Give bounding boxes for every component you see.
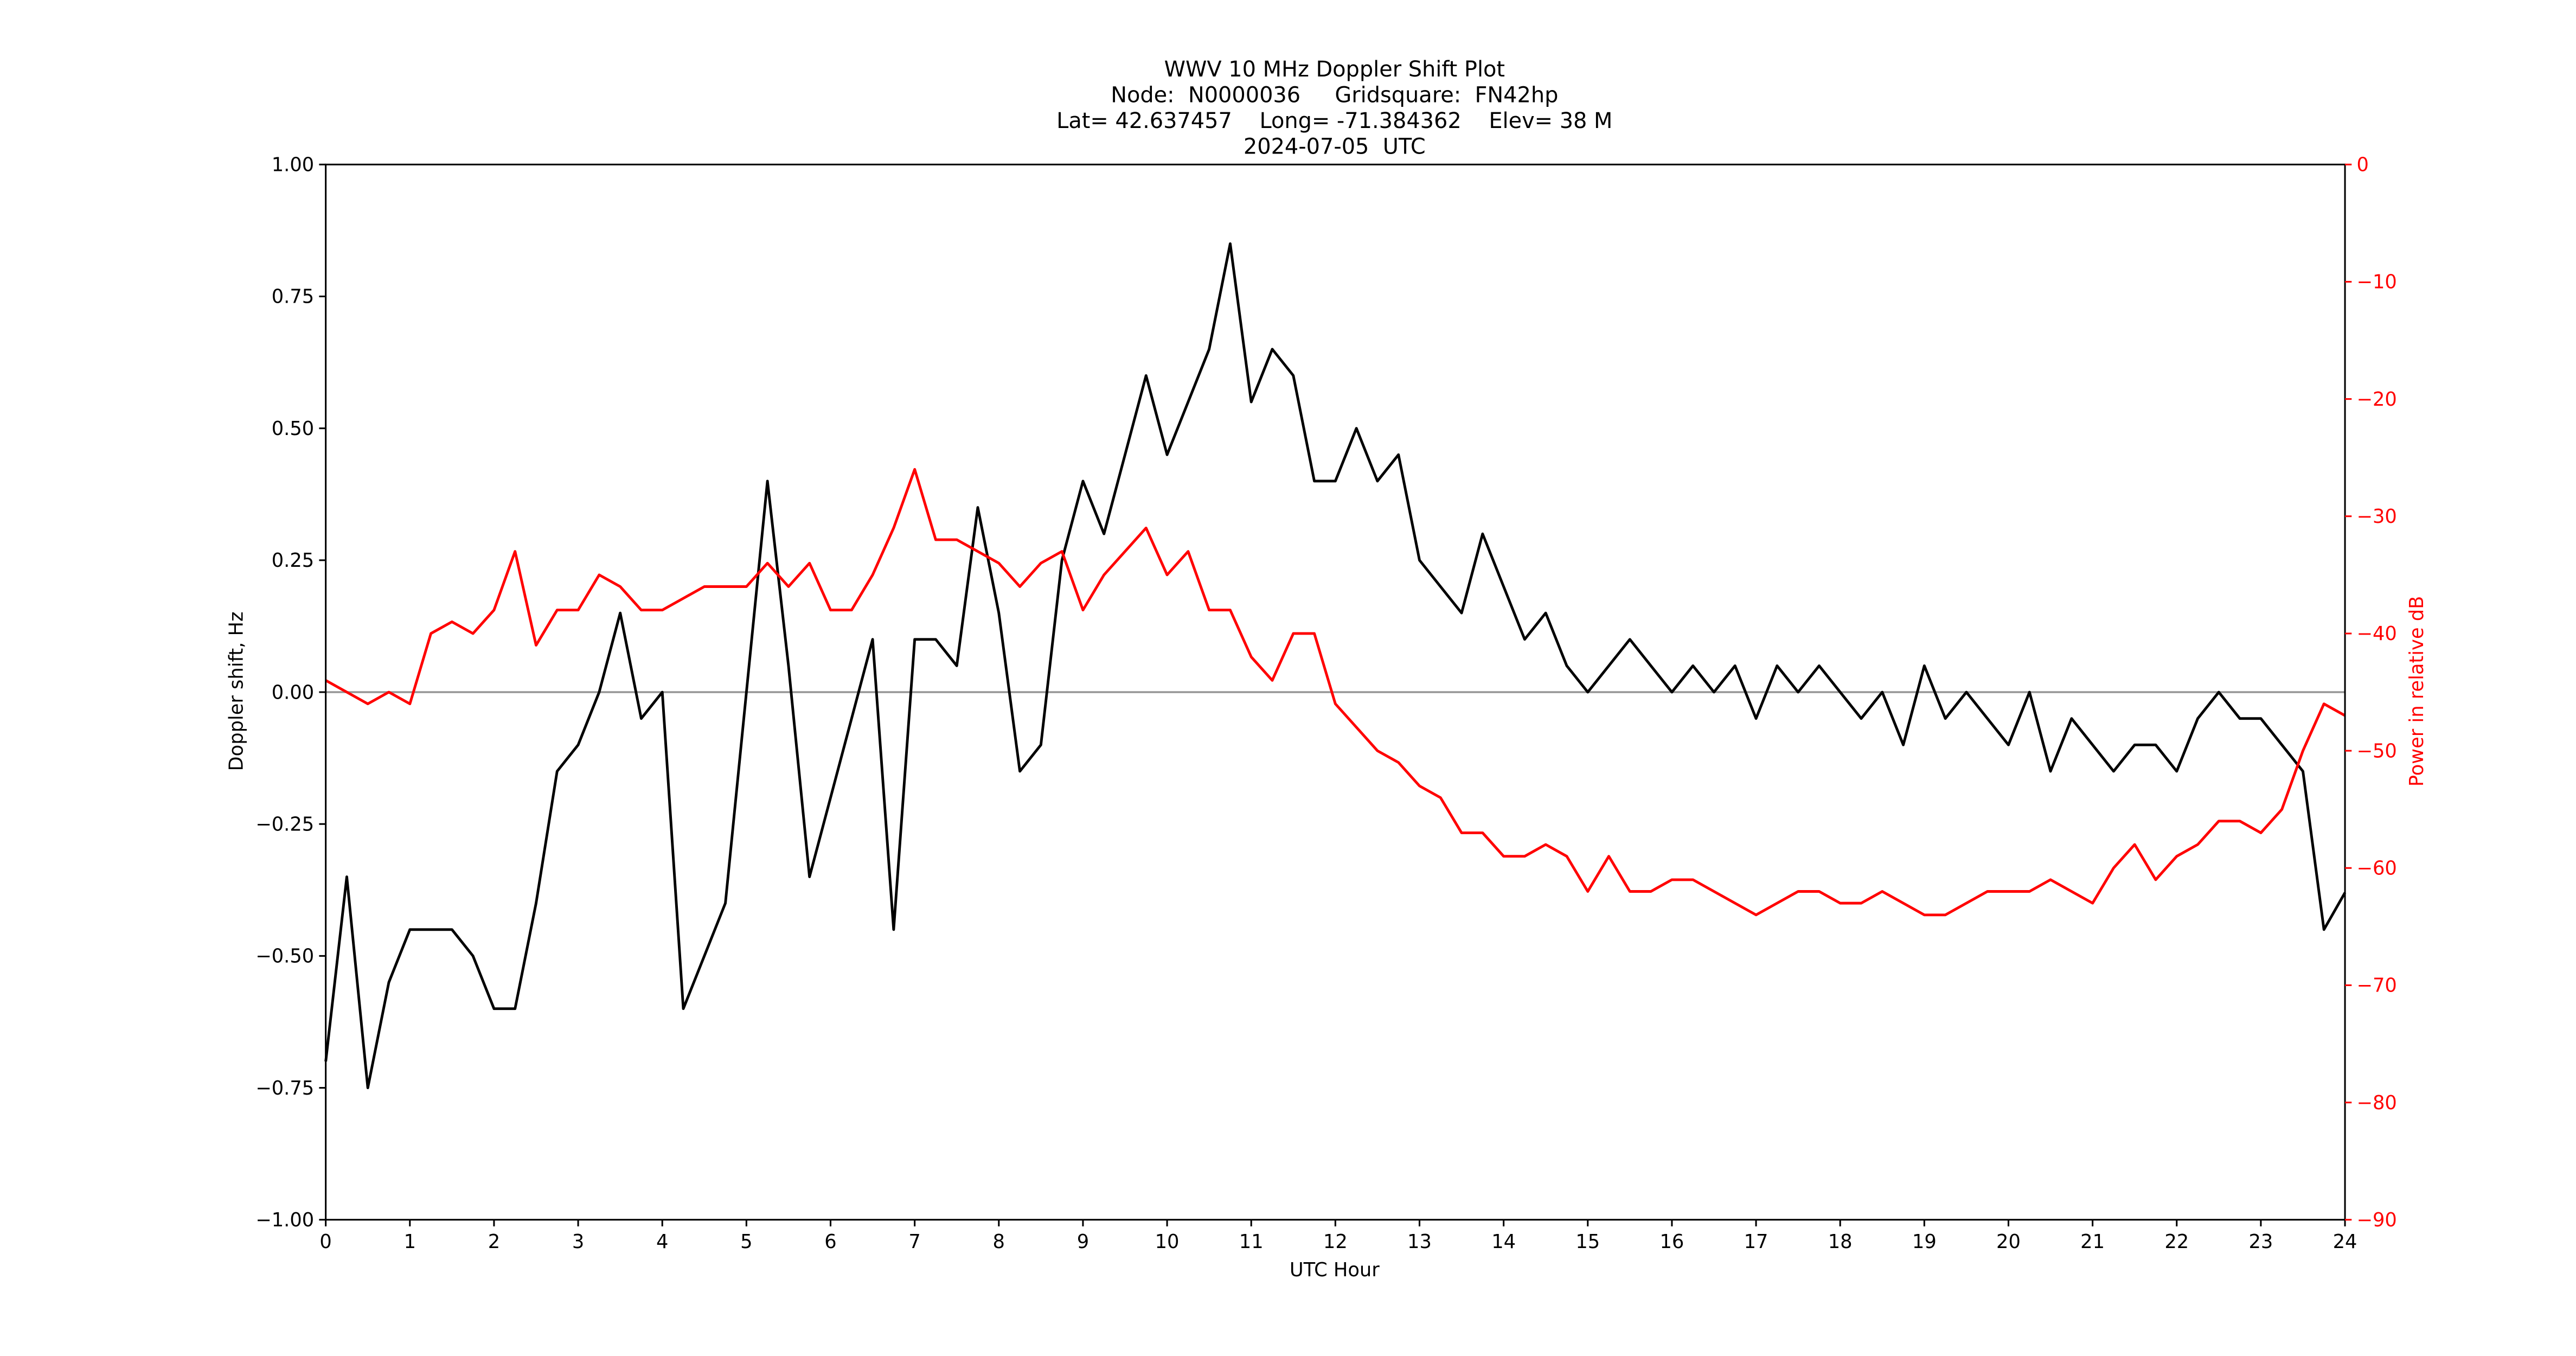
x-tick-label: 22 xyxy=(2164,1231,2189,1253)
y-tick-label: −1.00 xyxy=(255,1209,314,1231)
series-line xyxy=(324,242,2347,1090)
chart-title: 2024-07-05 UTC xyxy=(1244,134,1426,159)
y-tick-label: −0.50 xyxy=(255,945,314,968)
y2-tick-label: −10 xyxy=(2356,271,2396,293)
x-tick-label: 10 xyxy=(1155,1231,1180,1253)
x-tick-label: 18 xyxy=(1828,1231,1853,1253)
x-tick-label: 9 xyxy=(1077,1231,1089,1253)
x-axis-label: UTC Hour xyxy=(1290,1259,1380,1281)
y2-axis-label: Power in relative dB xyxy=(2406,596,2428,787)
x-tick-label: 5 xyxy=(740,1231,752,1253)
x-tick-label: 21 xyxy=(2080,1231,2105,1253)
x-tick-label: 15 xyxy=(1575,1231,1600,1253)
x-tick-label: 4 xyxy=(656,1231,668,1253)
y-tick-label: 0.00 xyxy=(272,681,314,703)
x-tick-label: 2 xyxy=(488,1231,500,1253)
x-tick-label: 8 xyxy=(993,1231,1005,1253)
x-tick-label: 3 xyxy=(572,1231,584,1253)
x-tick-label: 16 xyxy=(1659,1231,1684,1253)
y2-tick-label: −70 xyxy=(2356,975,2396,997)
chart-title: Node: N0000036 Gridsquare: FN42hp xyxy=(1111,82,1558,107)
y2-tick-label: 0 xyxy=(2356,154,2368,176)
x-tick-label: 6 xyxy=(824,1231,836,1253)
y2-tick-label: −90 xyxy=(2356,1209,2396,1231)
x-tick-label: 14 xyxy=(1491,1231,1516,1253)
y2-tick-label: −20 xyxy=(2356,388,2396,411)
x-tick-label: 12 xyxy=(1323,1231,1348,1253)
y-axis-label: Doppler shift, Hz xyxy=(225,612,247,771)
x-tick-label: 0 xyxy=(319,1231,331,1253)
y2-tick-label: −40 xyxy=(2356,623,2396,645)
x-tick-label: 7 xyxy=(908,1231,920,1253)
y2-tick-label: −60 xyxy=(2356,858,2396,880)
y2-tick-label: −80 xyxy=(2356,1092,2396,1114)
x-tick-label: 20 xyxy=(1996,1231,2021,1253)
y2-tick-label: −50 xyxy=(2356,740,2396,762)
x-tick-label: 24 xyxy=(2333,1231,2357,1253)
y-tick-label: 0.50 xyxy=(272,418,314,440)
y-tick-label: 0.75 xyxy=(272,286,314,308)
x-tick-label: 11 xyxy=(1239,1231,1264,1253)
x-tick-label: 23 xyxy=(2248,1231,2273,1253)
y-tick-label: 0.25 xyxy=(272,549,314,572)
x-tick-label: 17 xyxy=(1744,1231,1768,1253)
y-tick-label: −0.25 xyxy=(255,813,314,835)
chart-title: Lat= 42.637457 Long= -71.384362 Elev= 38… xyxy=(1056,108,1612,133)
y-tick-label: 1.00 xyxy=(272,154,314,176)
y-tick-label: −0.75 xyxy=(255,1077,314,1099)
x-tick-label: 1 xyxy=(404,1231,416,1253)
y2-tick-label: −30 xyxy=(2356,506,2396,528)
chart-title: WWV 10 MHz Doppler Shift Plot xyxy=(1164,57,1505,82)
series-line xyxy=(325,468,2346,917)
x-tick-label: 13 xyxy=(1407,1231,1432,1253)
x-tick-label: 19 xyxy=(1912,1231,1937,1253)
